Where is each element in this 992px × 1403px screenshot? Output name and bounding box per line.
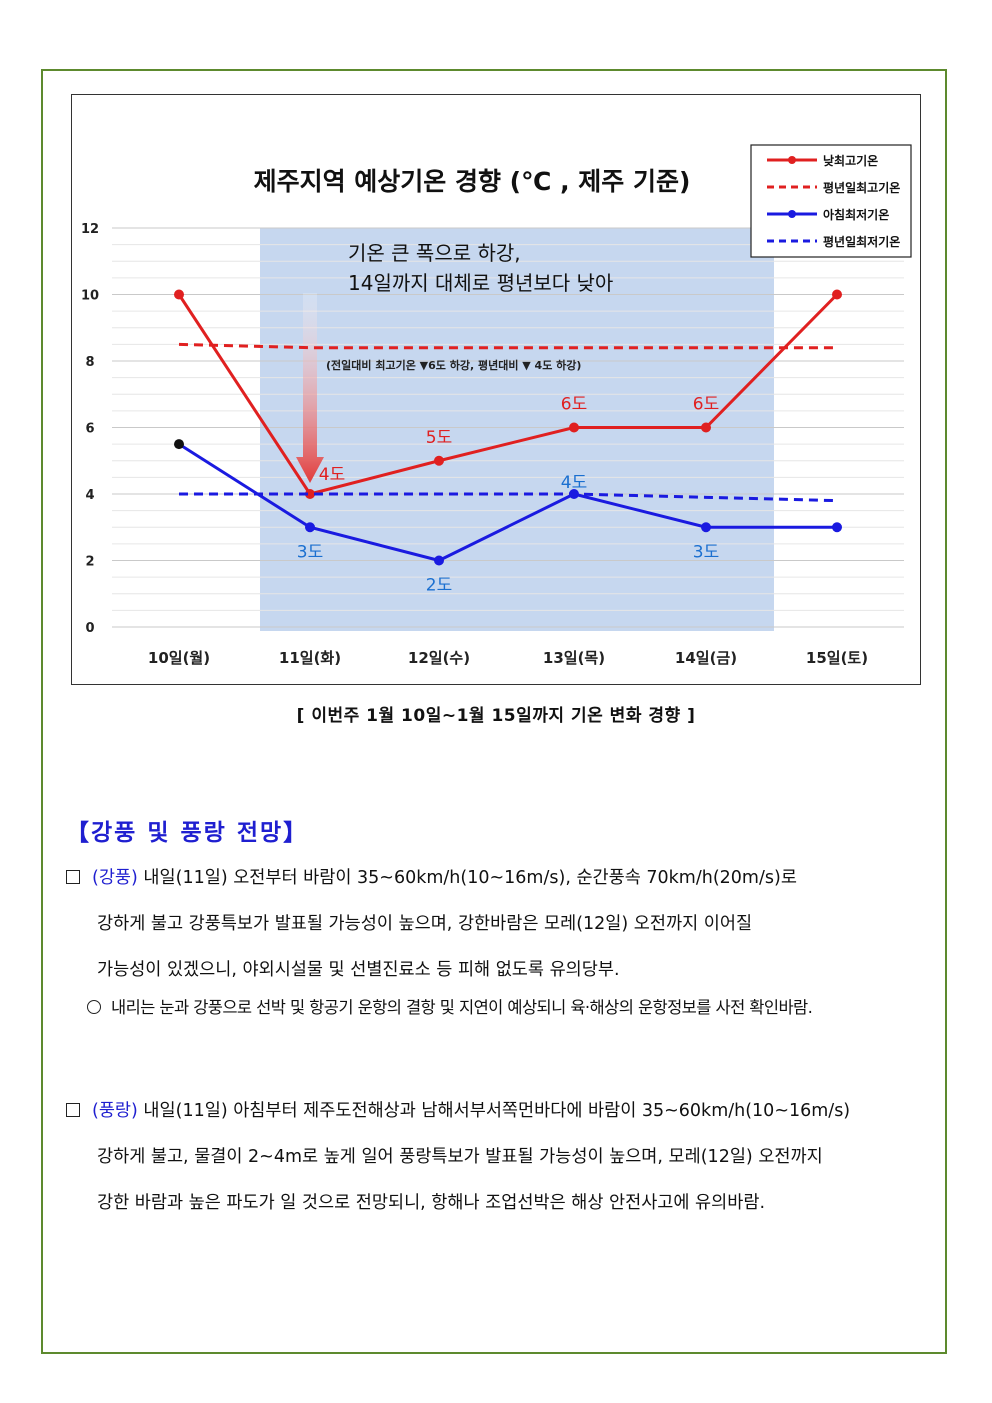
- data-point: [701, 422, 711, 433]
- x-tick-label: 13일(목): [543, 649, 605, 667]
- x-tick-label: 14일(금): [675, 649, 737, 667]
- pungrang-line3: 강한 바람과 높은 파도가 일 것으로 전망되니, 항해나 조업선박은 해상 안…: [97, 1193, 766, 1213]
- data-point: [305, 489, 315, 499]
- data-label: 5도: [426, 428, 452, 448]
- checkbox-square-icon: [66, 870, 80, 884]
- gangpung-paragraph: (강풍) 내일(11일) 오전부터 바람이 35~60km/h(10~16m/s…: [66, 855, 928, 993]
- checkbox-square-icon: [66, 1103, 80, 1117]
- data-label: 3도: [693, 542, 719, 562]
- series-line: [178, 442, 837, 563]
- data-label: 4도: [561, 473, 587, 493]
- data-point: [174, 289, 184, 300]
- chart-caption: [ 이번주 1월 10일~1월 15일까지 기온 변화 경향 ]: [296, 706, 696, 726]
- y-tick-label: 10: [81, 289, 99, 304]
- data-point: [832, 289, 842, 300]
- annotation-main-line: 14일까지 대체로 평년보다 낮아: [348, 271, 613, 295]
- pungrang-tag: (풍랑): [92, 1101, 138, 1121]
- data-point: [832, 522, 842, 533]
- x-tick-label: 10일(월): [148, 649, 210, 667]
- legend-label: 평년일최고기온: [823, 180, 900, 195]
- y-tick-label: 8: [85, 355, 94, 370]
- circle-bullet-icon: [87, 1000, 101, 1014]
- series-line: [177, 293, 839, 496]
- x-tick-label: 15일(토): [806, 649, 868, 667]
- down-arrow-icon: [296, 293, 324, 483]
- chart-svg: 0 2 4 6 8 10 12 10일(월) 11일(화) 12일(수) 13일(목) 14일(금) 1…: [81, 144, 912, 667]
- series-line: [179, 492, 838, 503]
- gangpung-line1: 내일(11일) 오전부터 바람이 35~60km/h(10~16m/s), 순간…: [137, 868, 797, 888]
- pungrang-paragraph: (풍랑) 내일(11일) 아침부터 제주도전해상과 남해서부서쪽먼바다에 바람이…: [66, 1088, 928, 1226]
- legend-box: [750, 144, 912, 258]
- data-point: [174, 439, 184, 450]
- data-label: 6도: [561, 395, 587, 415]
- x-tick-label: 12일(수): [408, 649, 470, 667]
- gangpung-sub-item: 내리는 눈과 강풍으로 선박 및 항공기 운항의 결항 및 지연이 예상되니 육…: [87, 994, 813, 1018]
- section-title: 【강풍 및 풍랑 전망】: [66, 820, 309, 846]
- gangpung-line2: 강하게 불고 강풍특보가 발표될 가능성이 높으며, 강한바람은 모레(12일)…: [97, 914, 753, 934]
- legend-label: 아침최저기온: [823, 207, 889, 222]
- data-point: [305, 522, 315, 533]
- annotation-main-line: 기온 큰 폭으로 하강,: [348, 241, 521, 265]
- series-line: [178, 342, 837, 350]
- pungrang-line2: 강하게 불고, 물결이 2~4m로 높게 일어 풍랑특보가 발표될 가능성이 높…: [97, 1147, 823, 1167]
- data-label: 4도: [319, 465, 345, 485]
- data-label: 6도: [693, 395, 719, 415]
- legend-label: 낮최고기온: [823, 153, 878, 168]
- temperature-chart: 0 2 4 6 8 10 12 10일(월) 11일(화) 12일(수) 13일(목) 14일(금) 1…: [71, 94, 921, 685]
- legend-marker: [788, 210, 796, 218]
- legend-marker: [788, 156, 796, 164]
- highlight-band: [260, 228, 774, 631]
- y-tick-label: 12: [81, 222, 99, 237]
- data-label: 2도: [426, 576, 452, 596]
- data-point: [434, 455, 444, 466]
- page-border: [41, 69, 947, 1354]
- data-point: [434, 555, 444, 566]
- y-tick-label: 0: [85, 621, 94, 636]
- data-label: 3도: [297, 542, 323, 562]
- gangpung-line3: 가능성이 있겠으니, 야외시설물 및 선별진료소 등 피해 없도록 유의당부.: [97, 960, 620, 980]
- annotation-small: (전일대비 최고기온 ▼6도 하강, 평년대비 ▼ 4도 하강): [326, 358, 581, 372]
- y-tick-label: 2: [85, 555, 94, 570]
- gangpung-sub-text: 내리는 눈과 강풍으로 선박 및 항공기 운항의 결항 및 지연이 예상되니 육…: [111, 998, 813, 1017]
- y-tick-label: 4: [85, 488, 94, 503]
- legend-label: 평년일최저기온: [823, 234, 900, 249]
- data-point: [701, 522, 711, 533]
- data-point: [569, 422, 579, 433]
- chart-title: 제주지역 예상기온 경향 (℃ , 제주 기준): [254, 167, 691, 196]
- pungrang-line1: 내일(11일) 아침부터 제주도전해상과 남해서부서쪽먼바다에 바람이 35~6…: [137, 1101, 851, 1121]
- gangpung-tag: (강풍): [92, 868, 138, 888]
- x-tick-label: 11일(화): [279, 649, 341, 667]
- y-tick-label: 6: [85, 422, 94, 437]
